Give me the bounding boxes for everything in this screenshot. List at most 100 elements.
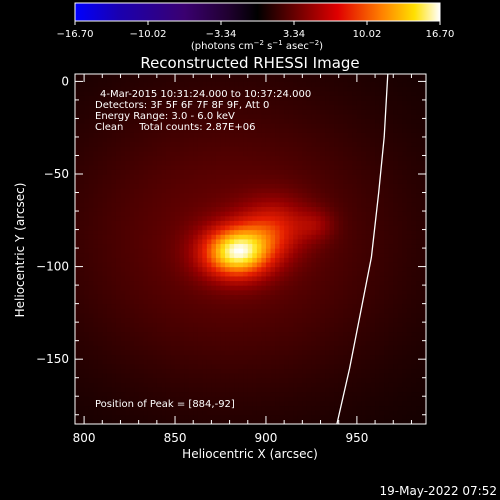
heatmap-pixel	[361, 382, 367, 388]
heatmap-pixel	[147, 271, 153, 277]
heatmap-pixel	[311, 109, 317, 115]
heatmap-pixel	[102, 243, 108, 249]
heatmap-pixel	[134, 419, 140, 424]
heatmap-pixel	[129, 414, 135, 420]
heatmap-pixel	[84, 363, 90, 370]
heatmap-pixel	[175, 419, 181, 424]
heatmap-pixel	[297, 266, 303, 272]
heatmap-pixel	[279, 183, 285, 189]
heatmap-pixel	[325, 410, 331, 416]
heatmap-pixel	[356, 396, 363, 402]
heatmap-pixel	[215, 299, 222, 305]
heatmap-pixel	[365, 340, 372, 346]
heatmap-pixel	[115, 201, 122, 208]
heatmap-pixel	[138, 127, 144, 133]
heatmap-pixel	[184, 187, 190, 194]
heatmap-pixel	[125, 261, 131, 268]
heatmap-pixel	[338, 118, 344, 124]
heatmap-pixel	[215, 197, 222, 203]
heatmap-pixel	[361, 146, 367, 152]
heatmap-pixel	[111, 224, 117, 231]
heatmap-pixel	[115, 396, 122, 402]
heatmap-pixel	[334, 414, 340, 420]
heatmap-pixel	[347, 178, 353, 184]
heatmap-pixel	[270, 160, 276, 166]
heatmap-pixel	[297, 248, 303, 254]
heatmap-pixel	[270, 373, 276, 379]
heatmap-pixel	[106, 169, 112, 175]
heatmap-pixel	[165, 95, 172, 101]
heatmap-pixel	[170, 340, 176, 346]
heatmap-pixel	[175, 322, 181, 328]
heatmap-pixel	[170, 354, 176, 360]
heatmap-pixel	[225, 234, 231, 240]
heatmap-pixel	[138, 160, 144, 166]
heatmap-pixel	[261, 322, 267, 328]
heatmap-pixel	[325, 187, 331, 194]
heatmap-pixel	[79, 160, 85, 166]
heatmap-pixel	[302, 150, 308, 157]
heatmap-pixel	[252, 349, 258, 356]
heatmap-pixel	[147, 280, 153, 286]
heatmap-pixel	[193, 136, 199, 143]
heatmap-pixel	[193, 308, 199, 314]
heatmap-pixel	[143, 229, 149, 235]
heatmap-pixel	[315, 169, 322, 175]
heatmap-pixel	[334, 74, 340, 78]
heatmap-pixel	[184, 95, 190, 101]
heatmap-pixel	[93, 349, 99, 356]
heatmap-pixel	[129, 238, 135, 245]
heatmap-pixel	[297, 123, 303, 129]
heatmap-pixel	[352, 187, 358, 194]
heatmap-pixel	[111, 391, 117, 397]
heatmap-pixel	[170, 312, 176, 319]
heatmap-pixel	[284, 363, 290, 370]
heatmap-pixel	[175, 391, 181, 397]
heatmap-pixel	[315, 405, 322, 411]
heatmap-pixel	[134, 359, 140, 365]
heatmap-pixel	[156, 104, 162, 110]
heatmap-pixel	[97, 336, 103, 342]
heatmap-pixel	[161, 146, 167, 152]
heatmap-pixel	[302, 183, 308, 189]
heatmap-pixel	[138, 104, 144, 110]
heatmap-pixel	[111, 331, 117, 337]
heatmap-pixel	[179, 95, 185, 101]
heatmap-pixel	[334, 81, 340, 87]
heatmap-pixel	[252, 257, 258, 263]
heatmap-pixel	[320, 86, 326, 92]
heatmap-pixel	[338, 354, 344, 360]
heatmap-pixel	[297, 206, 303, 212]
heatmap-pixel	[138, 113, 144, 120]
heatmap-pixel	[93, 289, 99, 295]
heatmap-pixel	[79, 285, 85, 291]
heatmap-pixel	[170, 275, 176, 282]
heatmap-pixel	[256, 261, 263, 268]
heatmap-pixel	[170, 132, 176, 138]
heatmap-pixel	[288, 266, 294, 272]
heatmap-pixel	[265, 201, 272, 208]
heatmap-pixel	[111, 396, 117, 402]
heatmap-pixel	[197, 285, 203, 291]
heatmap-pixel	[211, 419, 217, 424]
heatmap-pixel	[106, 123, 112, 129]
heatmap-pixel	[134, 206, 140, 212]
heatmap-pixel	[170, 90, 176, 96]
heatmap-pixel	[320, 280, 326, 286]
heatmap-pixel	[138, 400, 144, 407]
heatmap-pixel	[297, 331, 303, 337]
heatmap-pixel	[75, 224, 81, 231]
heatmap-pixel	[197, 331, 203, 337]
heatmap-pixel	[256, 285, 263, 291]
heatmap-pixel	[293, 340, 299, 346]
heatmap-pixel	[275, 331, 281, 337]
heatmap-pixel	[302, 261, 308, 268]
heatmap-pixel	[334, 317, 340, 323]
heatmap-pixel	[84, 113, 90, 120]
heatmap-pixel	[356, 150, 363, 157]
heatmap-pixel	[93, 243, 99, 249]
heatmap-pixel	[288, 164, 294, 170]
heatmap-pixel	[288, 299, 294, 305]
heatmap-pixel	[261, 215, 267, 221]
heatmap-pixel	[279, 294, 285, 300]
